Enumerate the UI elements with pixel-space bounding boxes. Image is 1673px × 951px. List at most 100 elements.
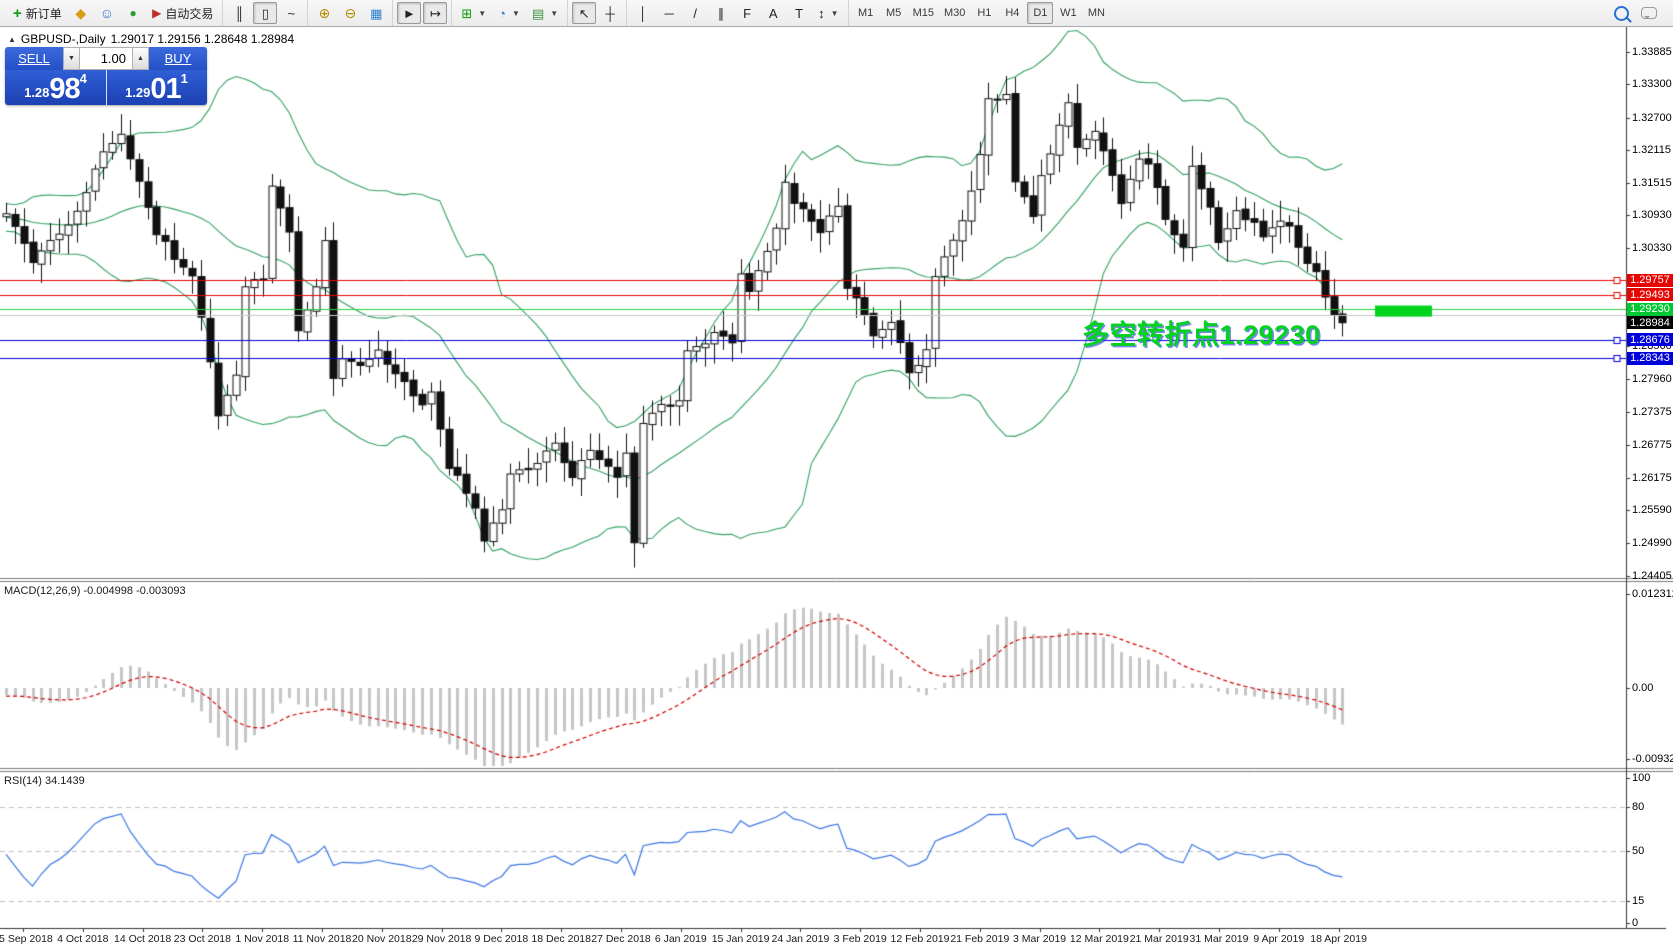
toolbar-group: ► ↦ [392,0,451,26]
tf-h1-button[interactable]: H1 [971,2,997,24]
periods-icon: ◔ [498,5,507,21]
toolbar-button-label: W1 [1060,7,1077,19]
toolbar-button-label: D1 [1033,7,1048,19]
cursor-icon: ↖ [578,5,590,21]
sell-price-button[interactable]: 1.28 98 4 [5,70,106,105]
line-chart-button[interactable]: ~ [279,2,303,24]
tile-windows-button[interactable]: ▦ [364,2,388,24]
search-icon [1614,5,1629,21]
horizontal-line-button[interactable]: ─ [657,2,681,24]
text-label-icon: T [795,5,804,21]
buy-button[interactable]: BUY [149,47,207,70]
toolbar-button-label: H4 [1005,7,1020,19]
tf-m5-button[interactable]: M5 [881,2,907,24]
candlestick-chart-icon: ▯ [261,5,269,21]
annotation-text: 多空转折点1.29230 [1082,320,1321,350]
zoom-in-icon: ⊕ [318,5,331,21]
trendline-icon: / [693,5,697,21]
periods-button[interactable]: ◔ ▼ [493,2,525,24]
sell-price-prefix: 1.28 [24,85,50,100]
chevron-down-icon: ▼ [478,8,487,18]
zoom-out-button[interactable]: ⊖ [338,2,362,24]
toolbar-button-label: 自动交易 [165,6,214,21]
toolbar-button-label: M30 [943,7,966,19]
toolbar-group: ║ ▯ ~ [222,0,307,26]
toolbar-button-label: M5 [885,7,902,19]
chat-icon [1641,7,1657,19]
chat-button[interactable] [1636,2,1662,24]
horizontal-line-icon: ─ [664,5,674,21]
signals-button[interactable]: ● [121,2,145,24]
metaeditor-button[interactable]: ◆ [69,2,93,24]
chevron-down-icon: ▼ [550,8,559,18]
toolbar-group: M1 M5 M15 M30 H1 H4 D1 W1 MN [847,0,1114,26]
tf-d1-button[interactable]: D1 [1027,2,1054,24]
chart-title: ▲ GBPUSD-,Daily 1.29017 1.29156 1.28648 … [8,32,294,46]
chevron-down-icon: ▼ [830,8,839,18]
text-icon: A [768,5,778,21]
vertical-line-icon: │ [639,5,648,21]
indicators-icon: ⊞ [461,5,473,21]
buy-price-button[interactable]: 1.29 01 1 [106,70,207,105]
chart-ohlc-values: 1.29017 1.29156 1.28648 1.28984 [110,32,295,46]
new-order-icon: + [13,4,22,22]
line-chart-icon: ~ [287,5,296,21]
sell-button[interactable]: SELL [5,47,63,70]
crosshair-button[interactable]: ┼ [598,2,622,24]
collapse-chart-icon[interactable]: ▲ [8,34,16,44]
tf-m1-button[interactable]: M1 [853,2,879,24]
tf-m30-button[interactable]: M30 [940,2,969,24]
toolbar-button-label: M1 [857,7,874,19]
fibonacci-button[interactable]: F [735,2,759,24]
auto-scroll-icon: ► [402,5,416,21]
bar-chart-button[interactable]: ║ [227,2,251,24]
text-button[interactable]: A [761,2,785,24]
chevron-down-icon: ▼ [512,8,520,18]
indicators-button[interactable]: ⊞ ▼ [456,2,491,24]
experts-button[interactable]: ☺ [95,2,119,24]
auto-scroll-button[interactable]: ► [397,2,422,24]
candlestick-chart-button[interactable]: ▯ [253,2,278,24]
equidistant-channel-icon: ∥ [717,5,725,21]
crosshair-icon: ┼ [605,5,615,21]
tf-m15-button[interactable]: M15 [909,2,938,24]
new-order-button[interactable]: + 新订单 [8,2,67,24]
chart-shift-button[interactable]: ↦ [423,2,448,24]
equidistant-channel-button[interactable]: ∥ [709,2,733,24]
templates-icon: ▤ [531,5,545,21]
toolbar-button-label: H1 [977,7,992,19]
price-chart-canvas[interactable] [0,27,1673,951]
sell-price-big: 98 [49,73,80,105]
one-click-trading-panel: SELL ▼ ▲ BUY 1.28 98 4 1.29 01 1 [5,47,207,105]
volume-increase-button[interactable]: ▲ [132,47,149,70]
tf-w1-button[interactable]: W1 [1055,2,1081,24]
toolbar-group [1605,0,1673,26]
signals-icon: ● [129,6,137,20]
volume-decrease-button[interactable]: ▼ [63,47,80,70]
experts-icon: ☺ [99,5,115,21]
search-button[interactable] [1609,2,1634,24]
zoom-in-button[interactable]: ⊕ [312,2,336,24]
buy-price-pip: 1 [180,71,188,86]
toolbar-group: ⊞ ▼ ◔ ▼ ▤ ▼ [451,0,567,26]
fibonacci-icon: F [743,5,752,21]
toolbar-button-label: M15 [912,7,934,19]
buy-price-big: 01 [150,73,181,105]
chart-symbol-period: GBPUSD-,Daily [20,32,106,46]
templates-button[interactable]: ▤ ▼ [527,2,563,24]
toolbar-group: ⊕ ⊖ ▦ [307,0,392,26]
metaeditor-icon: ◆ [75,5,87,21]
cursor-button[interactable]: ↖ [572,2,597,24]
autotrading-button[interactable]: ▶ 自动交易 [147,2,218,24]
volume-input[interactable] [80,47,132,70]
zoom-out-icon: ⊖ [344,5,357,21]
toolbar-button-label: MN [1087,7,1105,19]
tf-mn-button[interactable]: MN [1083,2,1109,24]
vertical-line-button[interactable]: │ [631,2,655,24]
arrows-button[interactable]: ↕ ▼ [813,2,843,24]
trendline-button[interactable]: / [683,2,707,24]
text-label-button[interactable]: T [787,2,811,24]
tf-h4-button[interactable]: H4 [999,2,1025,24]
toolbar-group: ↖ ┼ [567,0,626,26]
